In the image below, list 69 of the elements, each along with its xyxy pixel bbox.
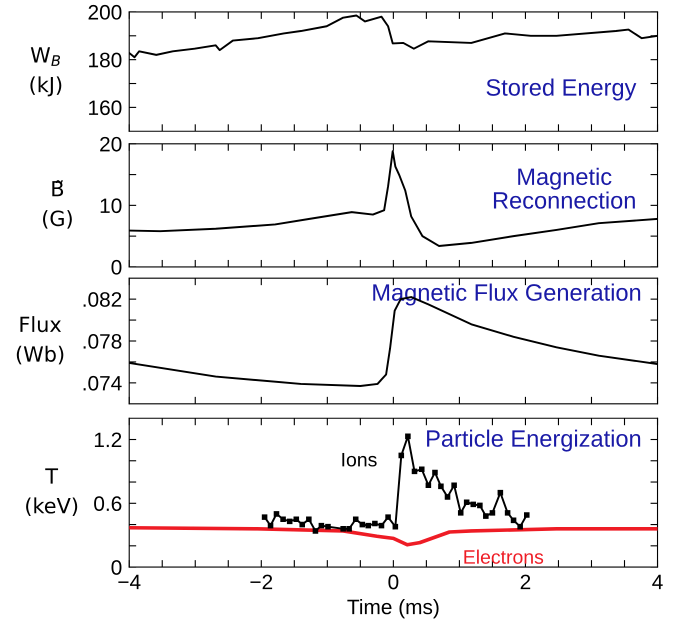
- point: [262, 514, 268, 520]
- point: [510, 518, 516, 524]
- chart-title: Particle Energization: [427, 430, 640, 452]
- y-tick-label: 10: [100, 198, 122, 214]
- line-series: [129, 526, 658, 547]
- x-tick-label: 0: [388, 574, 398, 590]
- x-tick-label: −2: [250, 574, 272, 590]
- point: [483, 513, 489, 519]
- point: [517, 524, 523, 530]
- point: [360, 522, 366, 528]
- series-label: Electrons: [464, 550, 544, 564]
- point: [477, 502, 483, 508]
- y-tick-label: 20: [100, 136, 122, 152]
- point: [498, 490, 504, 496]
- point: [372, 520, 378, 526]
- x-tick-label: 4: [652, 574, 663, 590]
- point: [294, 516, 300, 522]
- y-tick-label: .074: [84, 376, 122, 391]
- y-axis-title: Flux (Wb): [16, 316, 64, 364]
- point: [299, 522, 306, 528]
- point: [524, 512, 530, 518]
- point: [405, 434, 411, 440]
- point: [451, 482, 457, 488]
- point: [378, 522, 384, 528]
- y-axis-title: W$_{B}$ (kJ): [30, 47, 62, 96]
- point: [392, 524, 398, 530]
- point: [438, 484, 444, 490]
- y-tick-label: 200: [88, 4, 122, 20]
- y-tick-label: 180: [89, 52, 122, 68]
- point: [268, 522, 274, 528]
- y-tick-label: 0: [112, 560, 122, 575]
- point: [312, 528, 318, 534]
- y-tick-label: 0.6: [94, 496, 122, 512]
- point: [418, 466, 425, 472]
- point: [340, 526, 346, 532]
- point: [280, 516, 286, 522]
- y-axis-title: B̃ (G): [43, 180, 72, 229]
- y-tick-label: .078: [84, 334, 122, 349]
- y-tick-label: .082: [84, 292, 122, 307]
- text: Magnetic Reconnection: [494, 168, 635, 209]
- y-tick-label: 160: [89, 100, 122, 116]
- point: [444, 494, 450, 500]
- x-tick-label: 2: [520, 574, 530, 590]
- y-tick-label: 0: [112, 260, 122, 275]
- point: [352, 516, 359, 522]
- point: [398, 452, 404, 458]
- x-tick-label: −4: [118, 574, 140, 590]
- point: [426, 482, 432, 488]
- point: [385, 514, 391, 520]
- point: [504, 510, 510, 516]
- point: [274, 511, 280, 517]
- point: [464, 499, 470, 506]
- point: [412, 468, 418, 474]
- point: [470, 502, 476, 508]
- point: [306, 516, 312, 522]
- point: [325, 524, 331, 530]
- point: [286, 518, 292, 524]
- point: [318, 522, 324, 528]
- point: [490, 510, 496, 516]
- point: [365, 522, 372, 528]
- chart-title: Magnetic Flux Generation: [373, 284, 640, 306]
- x-axis-title: Time (ms): [347, 599, 439, 618]
- y-axis-title: T (keV): [26, 468, 78, 516]
- series-label: Ions: [342, 452, 377, 467]
- point: [432, 470, 438, 476]
- y-tick-label: 1.2: [94, 432, 122, 448]
- text: Stored Energy: [486, 78, 636, 100]
- point: [346, 526, 352, 532]
- point: [458, 510, 464, 516]
